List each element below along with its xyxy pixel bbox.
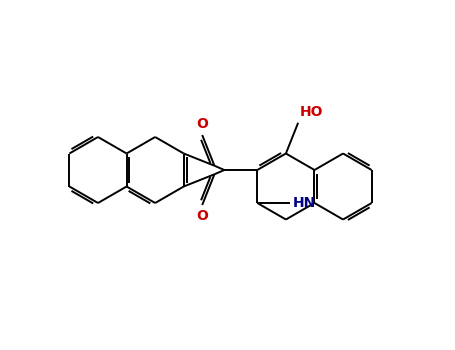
Text: O: O bbox=[196, 117, 208, 131]
Text: O: O bbox=[196, 209, 208, 223]
Text: HO: HO bbox=[300, 105, 324, 119]
Text: HN: HN bbox=[292, 196, 316, 210]
